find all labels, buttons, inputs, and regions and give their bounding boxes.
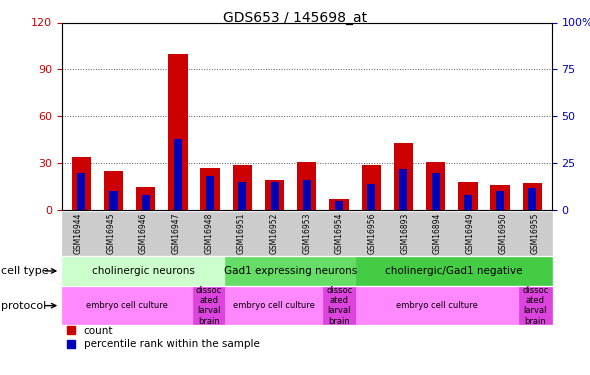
Bar [432, 172, 440, 210]
Bar [104, 171, 123, 210]
Text: GSM16952: GSM16952 [270, 213, 278, 254]
Bar [458, 182, 477, 210]
Text: GSM16954: GSM16954 [335, 213, 344, 254]
Bar [174, 139, 182, 210]
Legend: count, percentile rank within the sample: count, percentile rank within the sample [67, 326, 260, 349]
Text: GSM16945: GSM16945 [106, 213, 116, 254]
Text: GSM16951: GSM16951 [237, 213, 246, 254]
Text: cholinergic neurons: cholinergic neurons [92, 266, 195, 276]
Text: protocol: protocol [1, 301, 47, 310]
Bar [523, 183, 542, 210]
Text: dissoc
ated
larval
brain: dissoc ated larval brain [522, 285, 549, 326]
Text: cholinergic/Gad1 negative: cholinergic/Gad1 negative [385, 266, 523, 276]
Text: GSM16953: GSM16953 [302, 213, 312, 254]
Text: GSM16893: GSM16893 [400, 213, 409, 254]
Bar [362, 165, 381, 210]
Bar [265, 180, 284, 210]
Bar [367, 184, 375, 210]
Text: Gad1 expressing neurons: Gad1 expressing neurons [224, 266, 357, 276]
Bar [399, 169, 408, 210]
Text: GSM16948: GSM16948 [204, 213, 214, 254]
Bar [496, 191, 504, 210]
Text: GDS653 / 145698_at: GDS653 / 145698_at [223, 11, 367, 25]
Bar [490, 185, 510, 210]
Text: GSM16949: GSM16949 [466, 213, 474, 254]
Text: dissoc
ated
larval
brain: dissoc ated larval brain [326, 285, 353, 326]
Bar [303, 180, 311, 210]
Bar [77, 172, 86, 210]
Text: dissoc
ated
larval
brain: dissoc ated larval brain [196, 285, 222, 326]
Text: embryo cell culture: embryo cell culture [86, 301, 168, 310]
Bar [394, 143, 413, 210]
Text: GSM16946: GSM16946 [139, 213, 148, 254]
Bar [329, 199, 349, 210]
Bar [201, 168, 220, 210]
Bar [297, 162, 316, 210]
Bar [232, 165, 252, 210]
Text: GSM16955: GSM16955 [531, 213, 540, 254]
Bar [110, 191, 117, 210]
Text: GSM16894: GSM16894 [433, 213, 442, 254]
Text: GSM16947: GSM16947 [172, 213, 181, 254]
Text: cell type: cell type [1, 266, 49, 276]
Bar [168, 54, 188, 210]
Bar [136, 187, 155, 210]
Bar [528, 188, 536, 210]
Text: embryo cell culture: embryo cell culture [396, 301, 478, 310]
Bar [335, 201, 343, 210]
Bar [271, 182, 278, 210]
Bar [238, 182, 247, 210]
Bar [464, 195, 472, 210]
Bar [206, 176, 214, 210]
Text: GSM16944: GSM16944 [74, 213, 83, 254]
Text: embryo cell culture: embryo cell culture [233, 301, 315, 310]
Bar [426, 162, 445, 210]
Bar [71, 157, 91, 210]
Text: GSM16950: GSM16950 [498, 213, 507, 254]
Bar [142, 195, 150, 210]
Text: GSM16956: GSM16956 [368, 213, 376, 254]
